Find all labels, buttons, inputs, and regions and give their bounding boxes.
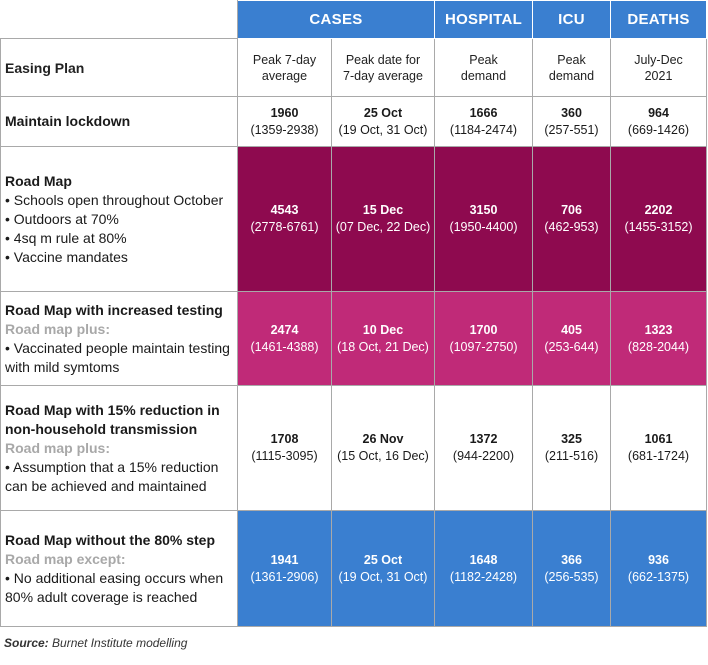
value-cell: 10 Dec (18 Oct, 21 Dec) (331, 291, 435, 386)
value-cell: 1372 (944-2200) (434, 385, 533, 511)
plan-title: Road Map without the 80% step (5, 531, 216, 548)
scenario-table: CASES HOSPITAL ICU DEATHS Easing Plan Pe… (0, 0, 707, 627)
plan-title: Maintain lockdown (5, 113, 131, 129)
plan-cell: Road Map with increased testing Road map… (0, 291, 238, 386)
header-hospital: HOSPITAL (434, 0, 533, 39)
value-cell: 405 (253-644) (532, 291, 611, 386)
value-cell: 1960 (1359-2938) (237, 96, 332, 147)
plan-subtitle: Road map plus: (5, 439, 111, 456)
subheader-hospital-demand: Peak demand (434, 38, 533, 97)
value-cell: 25 Oct (19 Oct, 31 Oct) (331, 96, 435, 147)
value-cell: 1941 (1361-2906) (237, 510, 332, 627)
value-cell: 25 Oct (19 Oct, 31 Oct) (331, 510, 435, 627)
value-cell: 366 (256-535) (532, 510, 611, 627)
header-blank-cell (0, 0, 238, 39)
plan-bullet: • Vaccine mandates (5, 248, 128, 265)
value-cell: 1061 (681-1724) (610, 385, 707, 511)
plan-bullet: • No additional easing occurs when 80% a… (5, 569, 224, 605)
value-cell: 964 (669-1426) (610, 96, 707, 147)
plan-subtitle: Road map plus: (5, 320, 111, 337)
source-note: Source: Burnet Institute modelling (0, 636, 708, 650)
value-cell: 1708 (1115-3095) (237, 385, 332, 511)
value-cell: 1648 (1182-2428) (434, 510, 533, 627)
value-cell: 360 (257-551) (532, 96, 611, 147)
plan-title: Road Map with increased testing (5, 301, 223, 318)
plan-bullet: • Vaccinated people maintain testing wit… (5, 339, 230, 375)
easing-plan-label: Easing Plan (0, 38, 238, 97)
subheader-peak-date: Peak date for 7-day average (331, 38, 435, 97)
value-cell: 3150 (1950-4400) (434, 146, 533, 292)
table-row: Maintain lockdown 1960 (1359-2938) 25 Oct… (0, 96, 707, 147)
group-header-row: CASES HOSPITAL ICU DEATHS (0, 0, 707, 39)
plan-cell: Maintain lockdown (0, 96, 238, 147)
header-deaths: DEATHS (610, 0, 707, 39)
subheader-icu-demand: Peak demand (532, 38, 611, 97)
plan-bullet: • Outdoors at 70% (5, 210, 119, 227)
table-row: Road Map • Schools open throughout Octob… (0, 146, 707, 292)
value-cell: 1323 (828-2044) (610, 291, 707, 386)
value-cell: 936 (662-1375) (610, 510, 707, 627)
value-cell: 26 Nov (15 Oct, 16 Dec) (331, 385, 435, 511)
value-cell: 1666 (1184-2474) (434, 96, 533, 147)
header-cases: CASES (237, 0, 435, 39)
value-cell: 325 (211-516) (532, 385, 611, 511)
plan-bullet: • Schools open throughout October (5, 191, 224, 208)
source-label: Source: (4, 636, 49, 650)
value-cell: 2202 (1455-3152) (610, 146, 707, 292)
plan-bullet: • 4sq m rule at 80% (5, 229, 127, 246)
value-cell: 706 (462-953) (532, 146, 611, 292)
source-text: Burnet Institute modelling (48, 636, 188, 650)
plan-title: Road Map (5, 172, 72, 189)
value-cell: 2474 (1461-4388) (237, 291, 332, 386)
subheader-deaths-period: July-Dec 2021 (610, 38, 707, 97)
plan-subtitle: Road map except: (5, 550, 126, 567)
header-icu: ICU (532, 0, 611, 39)
subheader-row: Easing Plan Peak 7-day average Peak date … (0, 38, 707, 97)
plan-bullet: • Assumption that a 15% reduction can be… (5, 458, 219, 494)
plan-cell: Road Map with 15% reduction in non-house… (0, 385, 238, 511)
table-row: Road Map with 15% reduction in non-house… (0, 385, 707, 511)
plan-cell: Road Map • Schools open throughout Octob… (0, 146, 238, 292)
plan-cell: Road Map without the 80% step Road map e… (0, 510, 238, 627)
subheader-peak-7day: Peak 7-day average (237, 38, 332, 97)
value-cell: 1700 (1097-2750) (434, 291, 533, 386)
value-cell: 4543 (2778-6761) (237, 146, 332, 292)
plan-title: Road Map with 15% reduction in non-house… (5, 401, 220, 437)
table-row: Road Map without the 80% step Road map e… (0, 510, 707, 627)
table-row: Road Map with increased testing Road map… (0, 291, 707, 386)
value-cell: 15 Dec (07 Dec, 22 Dec) (331, 146, 435, 292)
